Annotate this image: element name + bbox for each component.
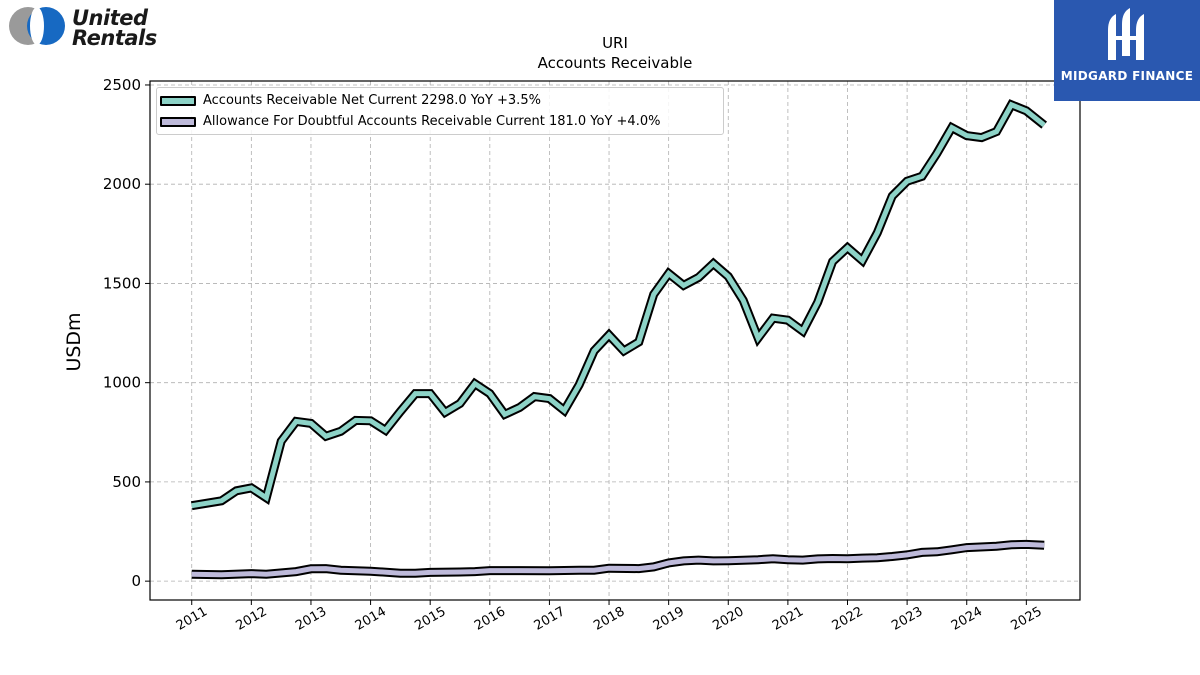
chart-legend: Accounts Receivable Net Current 2298.0 Y…: [156, 87, 724, 135]
x-tick-label: 2014: [353, 604, 389, 634]
legend-swatch-ar: [160, 96, 196, 106]
united-rentals-logo: United Rentals: [4, 4, 164, 50]
x-tick-label: 2015: [412, 604, 448, 634]
series-outline-1: [190, 99, 1048, 511]
chart-subtitle: Accounts Receivable: [538, 54, 693, 72]
x-tick-label: 2018: [591, 604, 627, 634]
united-rentals-logo-mark: [9, 7, 65, 45]
x-tick-label: 2025: [1009, 604, 1045, 634]
midgard-finance-badge: MIDGARD FINANCE: [1054, 0, 1200, 101]
x-tick-label: 2020: [710, 604, 746, 634]
x-tick-label: 2012: [234, 604, 270, 634]
x-tick-label: 2017: [532, 604, 568, 634]
brand-name-line2: Rentals: [72, 26, 157, 50]
legend-label-allowance: Allowance For Doubtful Accounts Receivab…: [203, 114, 661, 129]
brand-name: United Rentals: [72, 6, 157, 50]
plot-frame: [149, 80, 1081, 601]
brand-name-line1: United: [72, 6, 148, 30]
x-tick-label: 2019: [651, 604, 687, 634]
y-axis: 0 500 1000 1500 2000 2500: [103, 76, 150, 590]
partner-name: MIDGARD FINANCE: [1060, 69, 1194, 83]
x-tick-label: 2023: [889, 604, 925, 634]
x-tick-label: 2016: [472, 604, 508, 634]
y-tick-label: 1500: [103, 274, 141, 292]
series-line-2: [191, 541, 1045, 578]
y-tick-label: 0: [131, 572, 141, 590]
series-lines: [190, 99, 1048, 580]
y-tick-label: 2500: [103, 76, 141, 94]
legend-label-ar: Accounts Receivable Net Current 2298.0 Y…: [203, 93, 541, 108]
y-tick-label: 2000: [103, 175, 141, 193]
x-tick-label: 2013: [293, 604, 329, 634]
x-tick-label: 2024: [949, 604, 985, 634]
midgard-logo-mark: [1108, 8, 1144, 60]
chart-title: URI: [602, 34, 628, 52]
x-tick-label: 2022: [830, 604, 866, 634]
x-tick-label: 2021: [770, 604, 806, 634]
y-tick-label: 500: [112, 473, 141, 491]
y-tick-label: 1000: [103, 374, 141, 392]
x-axis: 2011 2012 2013 2014 2015 2016 2017 2018 2019 2020…: [174, 600, 1045, 634]
x-tick-label: 2011: [174, 604, 210, 634]
y-axis-label: USDm: [63, 312, 85, 371]
legend-swatch-allowance: [160, 117, 196, 127]
series-line-1: [191, 101, 1046, 509]
